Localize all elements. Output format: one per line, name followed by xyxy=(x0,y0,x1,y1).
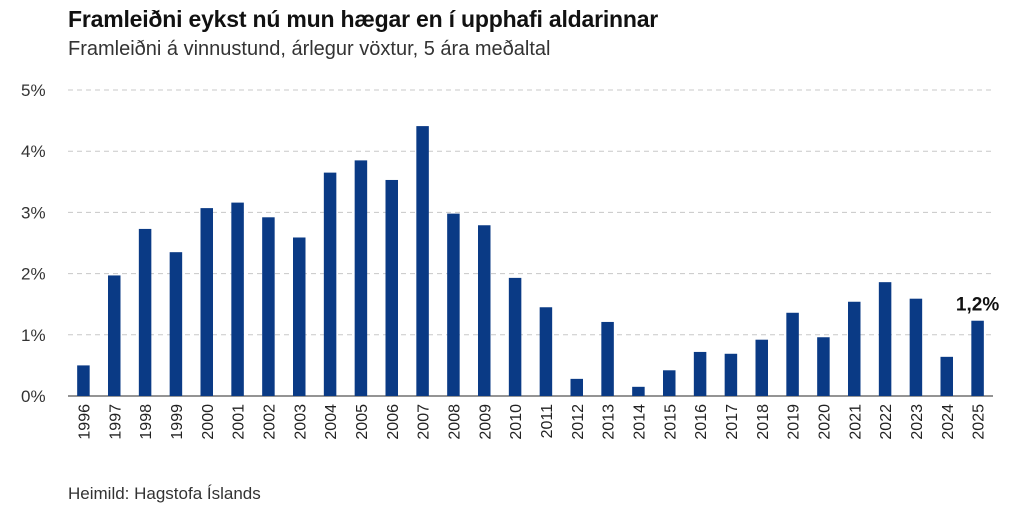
x-tick-label: 1997 xyxy=(107,404,124,440)
bar-2016 xyxy=(693,351,707,396)
x-tick-label: 2003 xyxy=(292,404,309,440)
y-tick-label: 4% xyxy=(21,142,46,161)
x-tick-label: 1999 xyxy=(169,404,186,440)
bar-2006 xyxy=(385,179,398,396)
x-tick-label: 2000 xyxy=(200,404,217,440)
x-tick-label: 2017 xyxy=(724,404,741,440)
x-tick-label: 2011 xyxy=(539,404,556,439)
bar-1997 xyxy=(108,275,121,396)
x-tick-label: 2014 xyxy=(631,404,648,440)
x-tick-label: 2022 xyxy=(878,404,895,440)
bar-2023 xyxy=(909,298,923,396)
x-tick-label: 1996 xyxy=(76,404,93,440)
x-tick-label: 2009 xyxy=(477,404,494,440)
bar-2012 xyxy=(570,378,583,396)
x-tick-label: 2015 xyxy=(662,404,679,440)
x-tick-label: 2001 xyxy=(231,404,248,440)
x-tick-label: 2024 xyxy=(940,404,957,440)
data-label: 1,2% xyxy=(956,295,999,316)
bar-1999 xyxy=(169,252,183,396)
y-tick-label: 5% xyxy=(21,81,46,100)
bar-2013 xyxy=(601,321,614,396)
x-tick-label: 2013 xyxy=(601,404,618,440)
x-tick-label: 2007 xyxy=(416,404,433,440)
chart-subtitle: Framleiðni á vinnustund, árlegur vöxtur,… xyxy=(68,38,551,60)
bar-2010 xyxy=(508,277,522,396)
bar-2020 xyxy=(817,337,830,396)
bar-2021 xyxy=(848,301,861,396)
x-tick-label: 2004 xyxy=(323,404,340,440)
bar-1998 xyxy=(138,228,152,396)
source-note: Heimild: Hagstofa Íslands xyxy=(68,484,261,503)
x-tick-label: 2019 xyxy=(786,404,803,440)
x-tick-label: 2005 xyxy=(354,404,371,440)
x-tick-label: 2012 xyxy=(570,404,587,440)
x-tick-label: 1998 xyxy=(138,404,155,440)
x-axis-ticks: 1996 1997 1998 1999 2000 2001 2002 2003 2004 2005… xyxy=(76,404,987,440)
bar-2014 xyxy=(632,386,645,396)
x-tick-label: 2021 xyxy=(847,404,864,440)
y-tick-label: 1% xyxy=(21,326,46,345)
x-tick-label: 2020 xyxy=(816,404,833,440)
chart-title: Framleiðni eykst nú mun hægar en í uppha… xyxy=(68,6,659,32)
bar-2019 xyxy=(786,312,799,396)
bar-2017 xyxy=(724,353,738,396)
bar-chart: 0% 1% 2% 3% 4% 5% 1996 1997 1998 1999 2000 2001 200… xyxy=(21,81,999,440)
y-tick-label: 2% xyxy=(21,265,46,284)
bar-2018 xyxy=(755,339,768,396)
bar-1996 xyxy=(77,365,90,396)
x-tick-label: 2008 xyxy=(446,404,463,440)
bar-2022 xyxy=(878,282,892,396)
x-tick-label: 2018 xyxy=(755,404,772,440)
annotations: 1,2% xyxy=(956,295,999,316)
x-tick-label: 2016 xyxy=(693,404,710,440)
bar-2015 xyxy=(663,370,676,396)
bar-2003 xyxy=(293,237,306,396)
y-tick-label: 0% xyxy=(21,387,46,406)
bar-2004 xyxy=(323,172,337,396)
bar-2000 xyxy=(200,208,213,396)
bars xyxy=(77,126,984,396)
bar-2024 xyxy=(940,356,953,396)
bar-2009 xyxy=(478,225,491,396)
x-tick-label: 2025 xyxy=(971,404,988,440)
bar-2001 xyxy=(231,202,244,396)
x-tick-label: 2006 xyxy=(385,404,402,440)
y-axis-ticks: 0% 1% 2% 3% 4% 5% xyxy=(21,81,46,406)
x-tick-label: 2010 xyxy=(508,404,525,440)
bar-2005 xyxy=(354,160,368,396)
bar-2008 xyxy=(447,213,460,396)
x-tick-label: 2002 xyxy=(261,404,278,440)
bar-2002 xyxy=(262,217,275,396)
gridlines xyxy=(68,89,993,397)
bar-2011 xyxy=(539,307,553,396)
x-tick-label: 2023 xyxy=(909,404,926,440)
y-tick-label: 3% xyxy=(21,203,46,222)
bar-2025 xyxy=(971,320,984,396)
bar-2007 xyxy=(416,126,429,396)
